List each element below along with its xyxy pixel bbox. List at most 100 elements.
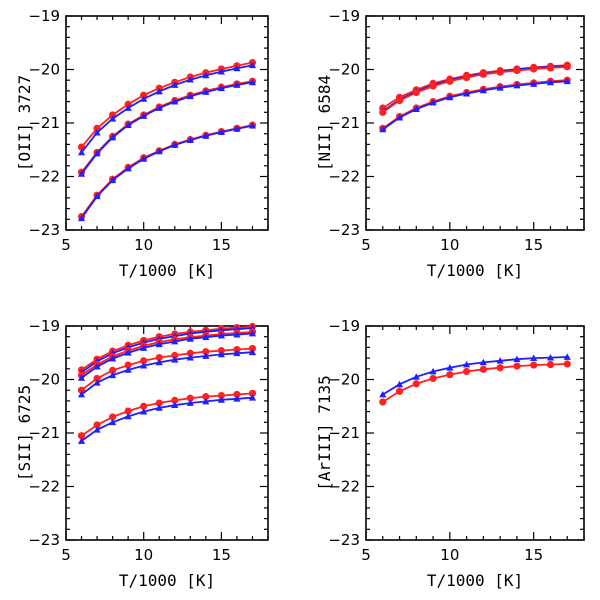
data-point-blue-3 (124, 164, 132, 172)
data-point-blue-1 (93, 129, 101, 136)
data-point-blue-2 (140, 344, 148, 351)
data-point-blue-4 (202, 397, 210, 405)
data-point-blue-2 (248, 329, 257, 337)
data-point-red-3 (140, 357, 148, 365)
data-point-red-1 (563, 360, 571, 368)
data-point-blue-2 (77, 374, 86, 381)
data-point-red-4 (124, 407, 132, 415)
y-axis-label: [NII] 6584 (315, 75, 334, 171)
x-tick-label: 10 (440, 236, 459, 254)
data-point-red-3 (217, 347, 225, 355)
y-tick-label: −22 (28, 168, 60, 186)
data-point-blue-4 (140, 408, 148, 415)
x-tick-label: 5 (361, 236, 371, 254)
data-point-blue-2 (124, 121, 132, 129)
y-tick-label: −23 (328, 531, 360, 549)
data-point-blue-3 (463, 89, 471, 97)
data-point-red-3 (186, 349, 194, 357)
data-point-blue-1 (77, 148, 86, 156)
data-point-blue-4 (233, 395, 241, 402)
data-point-red-2 (530, 65, 538, 73)
data-point-red-2 (395, 96, 404, 105)
x-tick-label: 10 (440, 546, 459, 564)
data-point-blue-3 (248, 122, 257, 129)
y-tick-label: −22 (328, 478, 360, 496)
series-line-blue-1 (80, 64, 253, 153)
series-line-red-2 (80, 80, 253, 173)
data-point-blue-3 (124, 366, 132, 373)
panel-nii-6584: 5 10 15 −19 −20 −21 −22 −23 T/1000 [K] [NII] 6584 (315, 7, 585, 280)
x-tick-label: 5 (361, 546, 371, 564)
data-point-red-2 (513, 66, 521, 75)
data-point-blue-4 (248, 394, 257, 401)
data-point-blue-2 (171, 337, 179, 345)
data-point-blue-3 (171, 141, 179, 148)
data-point-blue-3 (395, 114, 404, 121)
y-tick-label: −22 (28, 478, 60, 496)
data-point-blue-2 (171, 98, 179, 105)
data-point-red-3 (109, 366, 117, 375)
data-point-red-4 (248, 389, 257, 398)
data-point-blue-1 (109, 115, 117, 122)
data-point-blue-4 (77, 437, 86, 444)
data-point-blue-3 (429, 99, 437, 106)
series-line-red-3 (382, 79, 568, 130)
data-point-red-2 (412, 88, 420, 97)
panel-sii-6725: 5 10 15 −19 −20 −21 −22 −23 T/1000 [K] [SII] 6725 (15, 317, 269, 590)
data-point-blue-2 (155, 340, 163, 348)
x-axis-label: T/1000 [K] (427, 571, 523, 590)
data-point-blue-2 (202, 333, 210, 341)
data-point-blue-3 (479, 86, 487, 94)
data-point-blue-1 (446, 364, 454, 371)
data-point-blue-3 (140, 361, 148, 369)
data-point-blue-3 (546, 78, 555, 86)
data-point-blue-1 (563, 353, 571, 360)
data-point-blue-1 (395, 380, 404, 388)
data-point-blue-3 (233, 125, 241, 132)
panel-ariii-7135: 5 10 15 −19 −20 −21 −22 −23 T/1000 [K] [ArIII] 71… (315, 317, 585, 590)
data-point-blue-3 (446, 93, 454, 101)
data-point-blue-2 (77, 170, 86, 177)
data-point-red-4 (202, 393, 210, 401)
data-point-red-1 (395, 387, 404, 395)
data-point-blue-2 (109, 133, 117, 141)
data-point-blue-3 (217, 350, 225, 358)
data-point-blue-2 (93, 363, 101, 370)
y-tick-label: −20 (28, 371, 60, 389)
series-line-blue-2 (80, 81, 253, 175)
x-tick-label: 15 (524, 236, 543, 254)
data-point-blue-3 (202, 352, 210, 359)
data-point-blue-1 (479, 358, 487, 366)
data-point-red-1 (140, 91, 148, 99)
data-point-blue-3 (155, 147, 163, 155)
data-point-blue-1 (124, 104, 132, 111)
data-point-blue-3 (186, 353, 194, 361)
data-point-blue-2 (233, 81, 241, 88)
series-line-red-1 (382, 64, 568, 109)
series-line-red-1 (382, 363, 568, 403)
data-point-blue-2 (124, 349, 132, 356)
data-point-red-4 (233, 390, 241, 399)
data-point-blue-3 (513, 81, 521, 89)
x-tick-label: 5 (61, 546, 71, 564)
y-axis-label: [SII] 6725 (15, 385, 34, 481)
data-point-blue-1 (186, 76, 194, 83)
x-tick-label: 15 (524, 546, 543, 564)
series-line-red-3 (80, 124, 253, 218)
y-axis-label: [OII] 3727 (15, 75, 34, 171)
data-point-blue-1 (429, 367, 437, 375)
data-point-blue-1 (233, 64, 241, 72)
data-point-red-4 (186, 394, 194, 402)
data-point-blue-2 (93, 149, 101, 157)
data-point-blue-1 (248, 61, 257, 69)
data-point-blue-2 (186, 92, 194, 100)
data-point-blue-3 (109, 371, 117, 379)
data-point-blue-3 (563, 77, 571, 85)
data-point-red-2 (479, 70, 487, 78)
y-axis-label: [ArIII] 7135 (315, 375, 334, 491)
data-point-blue-2 (140, 112, 148, 119)
data-point-blue-2 (202, 88, 210, 95)
data-point-blue-3 (217, 128, 225, 135)
data-point-blue-1 (202, 71, 210, 79)
